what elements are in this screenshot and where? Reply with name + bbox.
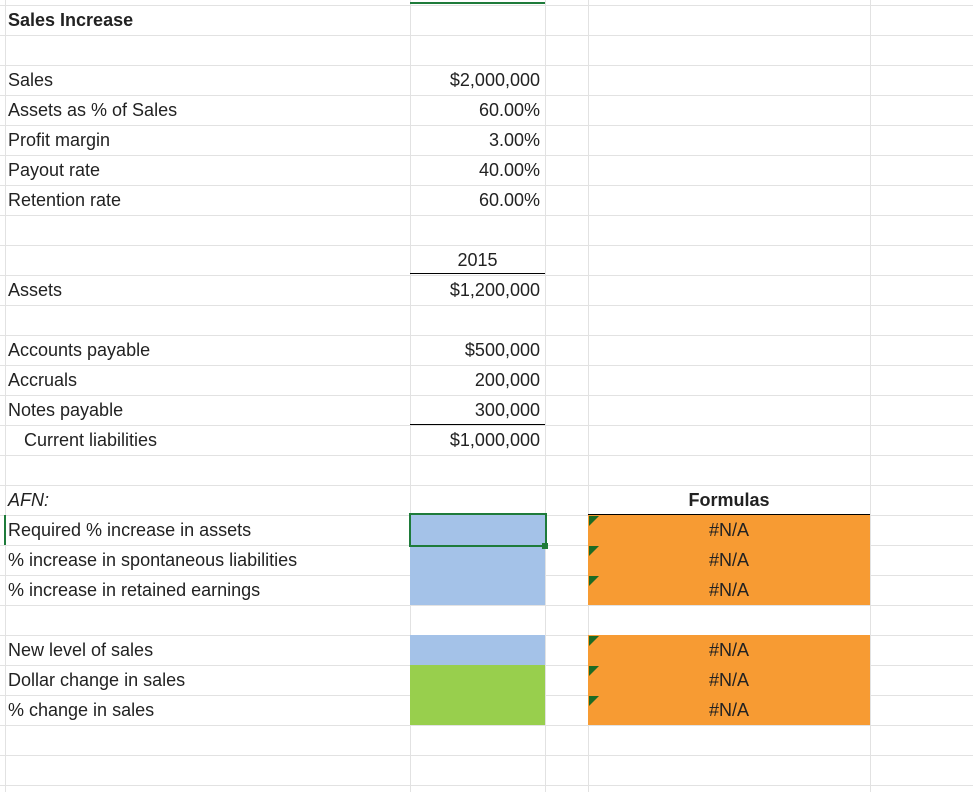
section-heading: AFN: [8, 490, 50, 510]
note-marker [589, 696, 599, 706]
input-cell[interactable] [410, 635, 545, 665]
row-label: Retention rate [8, 190, 122, 210]
formula-result: #N/A [708, 640, 750, 660]
border [588, 514, 870, 515]
row-label: Current liabilities [24, 430, 158, 450]
border [410, 424, 545, 425]
cell-value: $500,000 [464, 340, 540, 360]
cell-value: $1,000,000 [449, 430, 540, 450]
row-label: Payout rate [8, 160, 101, 180]
row-indicator [4, 515, 6, 545]
input-cell[interactable] [410, 665, 545, 725]
row-label: Notes payable [8, 400, 124, 420]
cell-value: 60.00% [478, 100, 540, 120]
row-label: Accruals [8, 370, 78, 390]
row-label: Assets as % of Sales [8, 100, 178, 120]
note-marker [589, 546, 599, 556]
year-header: 2015 [457, 250, 498, 270]
formula-result: #N/A [708, 670, 750, 690]
sheet-title: Sales Increase [8, 10, 134, 30]
formula-result: #N/A [708, 550, 750, 570]
row-label: Accounts payable [8, 340, 151, 360]
cell-value: 200,000 [474, 370, 540, 390]
formula-cell [588, 635, 870, 725]
row-label: New level of sales [8, 640, 154, 660]
row-label: Sales [8, 70, 54, 90]
cell-value: 300,000 [474, 400, 540, 420]
row-label: Assets [8, 280, 63, 300]
cell-value: 3.00% [488, 130, 540, 150]
input-cell[interactable] [410, 515, 545, 605]
note-marker [589, 636, 599, 646]
cell-value: $2,000,000 [449, 70, 540, 90]
row-label: % increase in spontaneous liabilities [8, 550, 298, 570]
formula-result: #N/A [708, 520, 750, 540]
formula-cell [588, 515, 870, 605]
cell-value: $1,200,000 [449, 280, 540, 300]
cell-value: 60.00% [478, 190, 540, 210]
note-marker [589, 576, 599, 586]
formula-result: #N/A [708, 700, 750, 720]
row-label: Required % increase in assets [8, 520, 252, 540]
border [410, 273, 545, 274]
row-label: % increase in retained earnings [8, 580, 261, 600]
row-label: Profit margin [8, 130, 111, 150]
note-marker [589, 516, 599, 526]
selected-cell[interactable] [409, 513, 547, 547]
note-marker [589, 666, 599, 676]
formula-result: #N/A [708, 580, 750, 600]
row-label: Dollar change in sales [8, 670, 186, 690]
row-label: % change in sales [8, 700, 155, 720]
fill-handle[interactable] [542, 543, 548, 549]
column-heading: Formulas [688, 490, 770, 510]
column-indicator [410, 2, 545, 4]
cell-value: 40.00% [478, 160, 540, 180]
